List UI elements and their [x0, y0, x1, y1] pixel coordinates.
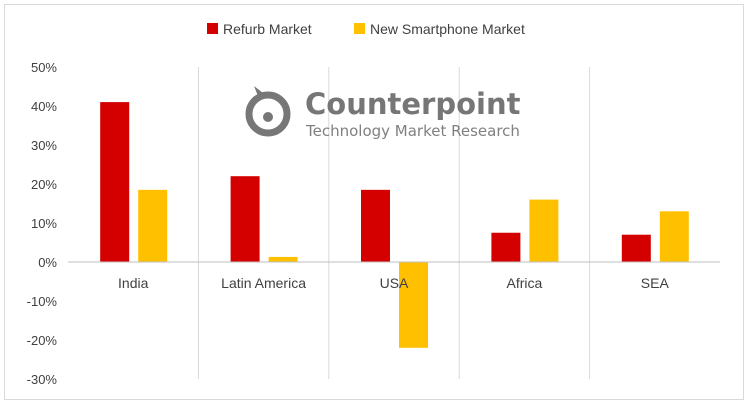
y-tick-label: 50% — [31, 60, 57, 75]
counterpoint-logo-icon — [245, 86, 291, 137]
legend-label-refurb: Refurb Market — [223, 21, 312, 37]
bar — [361, 189, 390, 262]
y-tick-label: -20% — [27, 333, 58, 348]
category-label: Latin America — [221, 275, 306, 291]
bar — [268, 256, 298, 262]
y-tick-label: -30% — [27, 372, 58, 387]
category-label: Africa — [507, 275, 543, 291]
legend-swatch-refurb — [207, 23, 218, 34]
legend: Refurb Market New Smartphone Market — [207, 21, 525, 37]
y-tick-label: 30% — [31, 138, 57, 153]
bar — [100, 102, 130, 262]
separators — [197, 67, 591, 379]
watermark-tagline: Technology Market Research — [305, 122, 520, 140]
category-label: SEA — [641, 275, 670, 291]
category-label: USA — [380, 275, 409, 291]
category-labels: India Latin America USA Africa SEA — [118, 275, 669, 291]
y-tick-label: 20% — [31, 177, 57, 192]
bar — [399, 262, 428, 348]
legend-swatch-new — [354, 23, 365, 34]
bar — [621, 234, 651, 262]
y-tick-label: 10% — [31, 216, 57, 231]
watermark-name: Counterpoint — [305, 87, 521, 121]
bar — [138, 189, 168, 262]
legend-label-new: New Smartphone Market — [370, 21, 525, 37]
category-label: India — [118, 275, 149, 291]
y-axis-ticks: 50% 40% 30% 20% 10% 0% -10% -20% -30% — [27, 60, 58, 387]
bar — [659, 211, 689, 262]
bar — [230, 176, 260, 262]
bar — [491, 232, 521, 262]
bars — [100, 102, 689, 348]
y-tick-label: 0% — [38, 255, 57, 270]
watermark: Counterpoint Technology Market Research — [245, 86, 521, 140]
y-tick-label: 40% — [31, 99, 57, 114]
bar — [529, 199, 559, 262]
y-tick-label: -10% — [27, 294, 58, 309]
